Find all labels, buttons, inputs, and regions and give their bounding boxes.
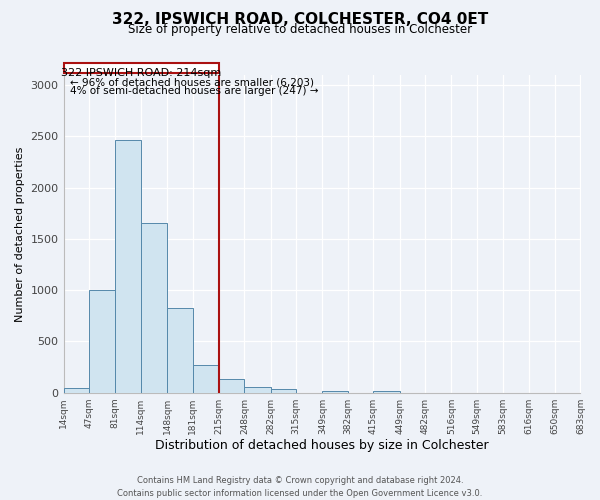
- Text: 322, IPSWICH ROAD, COLCHESTER, CO4 0ET: 322, IPSWICH ROAD, COLCHESTER, CO4 0ET: [112, 12, 488, 28]
- X-axis label: Distribution of detached houses by size in Colchester: Distribution of detached houses by size …: [155, 440, 489, 452]
- Y-axis label: Number of detached properties: Number of detached properties: [15, 146, 25, 322]
- Bar: [64, 388, 89, 392]
- Text: 322 IPSWICH ROAD: 214sqm: 322 IPSWICH ROAD: 214sqm: [61, 68, 221, 78]
- Bar: [322, 390, 348, 392]
- Bar: [89, 290, 115, 392]
- Bar: [219, 380, 244, 392]
- Bar: [115, 140, 141, 392]
- Bar: [141, 222, 167, 392]
- Bar: [271, 389, 296, 392]
- Text: ← 96% of detached houses are smaller (6,203): ← 96% of detached houses are smaller (6,…: [70, 78, 314, 88]
- Bar: [167, 308, 193, 392]
- Bar: [244, 387, 271, 392]
- Bar: [373, 391, 400, 392]
- Text: Contains HM Land Registry data © Crown copyright and database right 2024.
Contai: Contains HM Land Registry data © Crown c…: [118, 476, 482, 498]
- Text: Size of property relative to detached houses in Colchester: Size of property relative to detached ho…: [128, 22, 472, 36]
- Text: 4% of semi-detached houses are larger (247) →: 4% of semi-detached houses are larger (2…: [70, 86, 318, 97]
- Bar: [193, 364, 219, 392]
